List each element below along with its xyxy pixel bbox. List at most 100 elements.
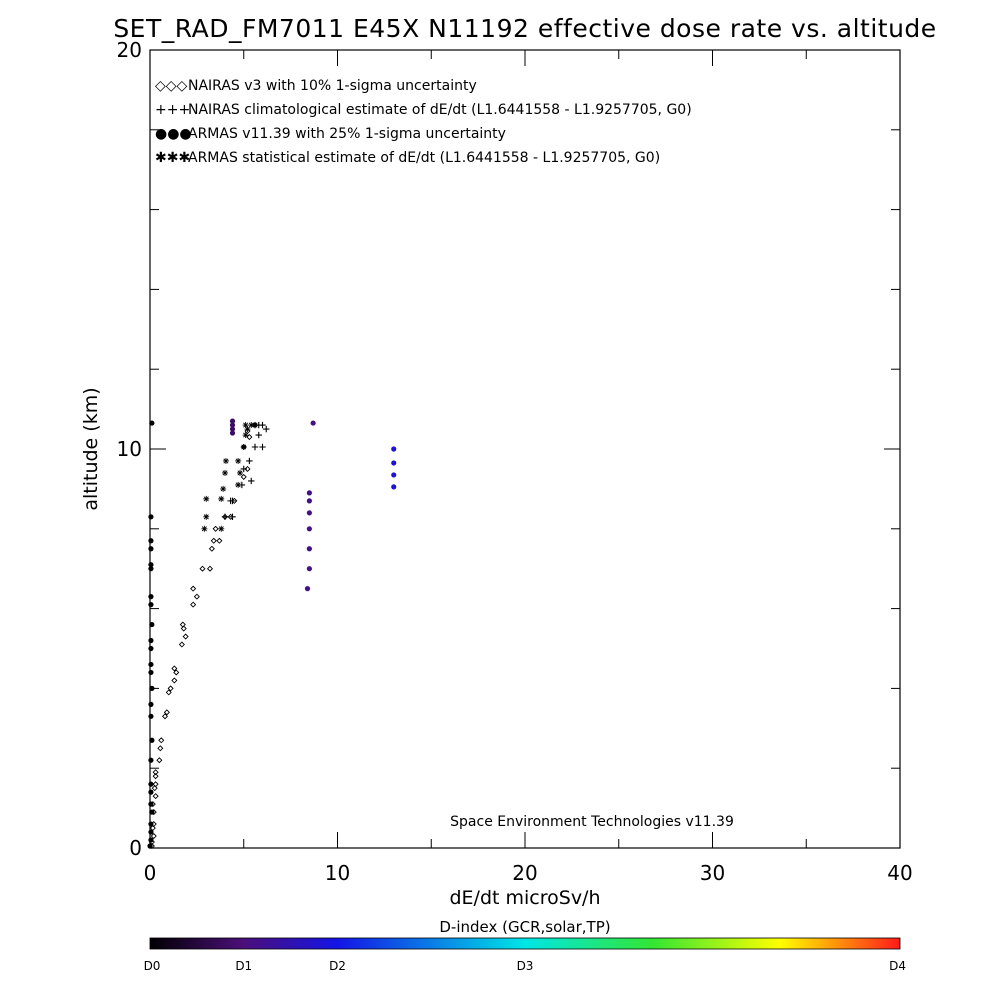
data-point <box>161 713 169 720</box>
colorbar-tick-labels: D0 D1 D2 D3 D4 <box>144 959 906 973</box>
data-point <box>229 426 236 432</box>
data-point <box>235 481 242 488</box>
data-point <box>235 457 242 464</box>
data-point <box>229 422 236 428</box>
data-points <box>147 418 397 850</box>
data-point <box>222 469 228 476</box>
data-point <box>229 497 236 505</box>
data-point <box>152 781 159 788</box>
data-point <box>391 472 397 478</box>
data-point <box>216 537 223 544</box>
data-point <box>220 485 227 492</box>
data-point <box>199 565 206 572</box>
y-tick-label: 0 <box>129 836 142 860</box>
data-point <box>148 781 154 787</box>
data-point <box>310 420 316 426</box>
y-tick-label: 10 <box>117 437 142 461</box>
legend-label: ARMAS statistical estimate of dE/dt (L1.… <box>188 150 660 166</box>
data-point <box>237 469 243 476</box>
data-point <box>263 425 270 433</box>
data-point <box>201 525 208 532</box>
data-point <box>148 701 154 707</box>
data-point <box>218 495 225 502</box>
data-point <box>149 420 155 426</box>
data-point <box>149 621 155 628</box>
data-point <box>240 473 247 480</box>
data-point <box>229 418 236 424</box>
legend-symbol: ✱✱✱ <box>155 150 190 166</box>
data-point <box>244 426 251 433</box>
data-point <box>152 773 159 780</box>
data-point <box>306 498 312 504</box>
colorbar-tick-label: D3 <box>517 959 534 973</box>
data-point <box>210 537 217 544</box>
data-point <box>244 465 251 472</box>
data-point <box>148 637 154 644</box>
data-point <box>391 446 397 452</box>
legend-entry: ●●●ARMAS v11.39 with 25% 1-sigma uncerta… <box>155 126 506 142</box>
data-point <box>148 562 154 568</box>
data-point <box>391 460 397 466</box>
legend-symbol: ●●● <box>155 126 192 142</box>
data-point <box>306 526 312 532</box>
data-point <box>173 669 180 676</box>
data-point <box>148 669 154 676</box>
data-point <box>171 677 178 684</box>
data-point <box>218 525 225 532</box>
legend-entry: ◇◇◇ NAIRAS v3 with 10% 1-sigma uncertaint… <box>155 78 477 94</box>
data-point <box>203 513 210 520</box>
data-point <box>306 546 312 552</box>
data-point <box>179 621 186 628</box>
data-point <box>148 645 154 652</box>
data-point <box>156 757 163 764</box>
data-point <box>306 510 312 516</box>
data-point <box>193 593 200 600</box>
data-point <box>148 757 154 763</box>
data-point <box>240 444 247 451</box>
data-point <box>148 594 154 600</box>
data-point <box>148 566 154 572</box>
data-point <box>182 633 189 640</box>
data-point <box>255 431 262 439</box>
x-tick-label: 30 <box>700 861 725 885</box>
x-tick-label: 0 <box>144 861 157 885</box>
data-point <box>246 457 253 465</box>
data-point <box>206 565 214 572</box>
data-point <box>150 832 157 840</box>
legend-label: ARMAS v11.39 with 25% 1-sigma uncertaint… <box>188 126 506 142</box>
data-point <box>222 457 229 464</box>
legend-entry: ✱✱✱ARMAS statistical estimate of dE/dt (… <box>155 150 660 166</box>
colorbar-bar <box>149 937 901 950</box>
x-axis-title: dE/dt microSv/h <box>449 887 600 909</box>
data-point <box>149 685 155 692</box>
data-point <box>147 843 153 849</box>
series-asterisk <box>201 422 258 532</box>
x-tick-label: 10 <box>325 861 350 885</box>
axis-ticks <box>149 49 901 849</box>
data-point <box>158 737 165 744</box>
data-point <box>167 685 174 692</box>
data-point <box>212 525 219 532</box>
series-diamond <box>148 422 259 850</box>
data-point <box>148 514 154 520</box>
colorbar-tick-label: D1 <box>235 959 252 973</box>
colorbar-tick-label: D0 <box>144 959 161 973</box>
data-point <box>306 566 312 572</box>
data-point <box>391 484 397 490</box>
data-point <box>171 665 178 672</box>
data-point <box>157 745 164 752</box>
data-point <box>148 801 154 807</box>
data-point <box>190 601 197 608</box>
data-point <box>259 421 266 429</box>
data-point <box>240 465 247 473</box>
data-point <box>148 713 154 719</box>
data-point <box>148 602 154 608</box>
data-point <box>148 789 154 795</box>
data-point <box>149 809 155 815</box>
data-point <box>251 443 259 451</box>
data-point <box>304 586 311 592</box>
legend-label: NAIRAS v3 with 10% 1-sigma uncertainty <box>188 78 477 94</box>
data-point <box>163 709 170 716</box>
data-point <box>152 769 159 776</box>
